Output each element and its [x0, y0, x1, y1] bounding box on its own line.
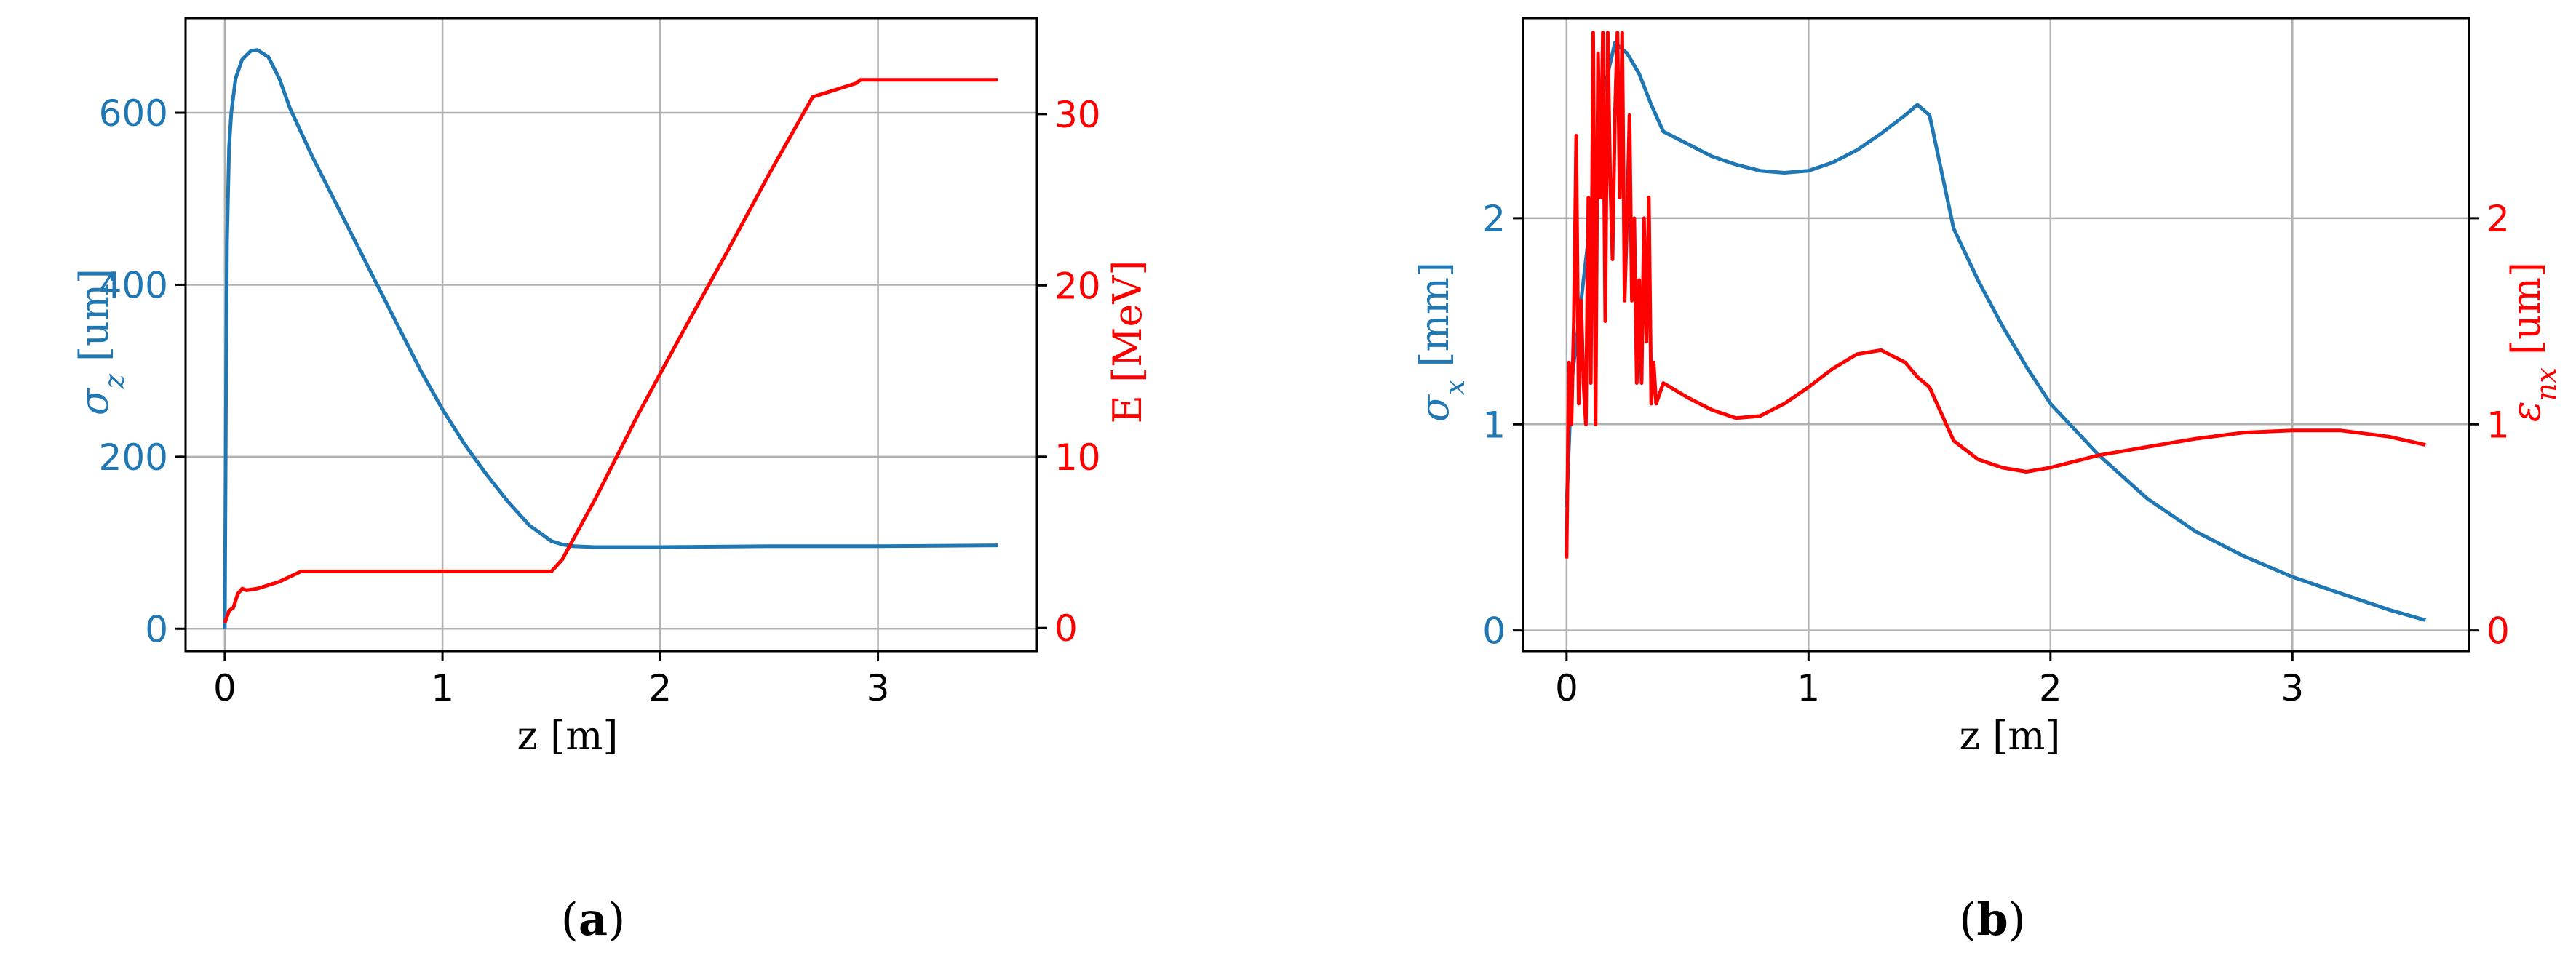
- chart-a-x-tick-label: 0: [213, 667, 236, 709]
- chart-b-x-tick-label: 1: [1797, 667, 1820, 709]
- chart-b-plot-frame: [1522, 17, 2470, 653]
- chart-a-y-axis-label-left: σz [um]: [71, 268, 130, 415]
- chart-b-grid-y: [1523, 217, 2469, 631]
- chart-b-y-ticks-right: 0 1 2: [2469, 198, 2510, 653]
- chart-a-x-tick-label: 3: [867, 667, 890, 709]
- chart-a-x-tick-label: 1: [431, 667, 454, 709]
- chart-a-grid-y: [186, 111, 1037, 630]
- chart-b-x-tick-label: 3: [2281, 667, 2304, 709]
- chart-b-y-tick-label-right: 1: [2486, 404, 2510, 446]
- chart-a-series-energy: [223, 78, 998, 624]
- chart-a-y-tick-label-left: 200: [99, 436, 168, 479]
- chart-b-series-emittance: [1565, 31, 2426, 559]
- chart-a-x-ticks: 0 1 2 3: [213, 651, 890, 709]
- chart-b-x-tick-label: 0: [1555, 667, 1578, 709]
- chart-b-series-sigma-x: [1565, 41, 2426, 622]
- chart-b-y-axis-label-left: σx [mm]: [1412, 262, 1471, 422]
- chart-b-y-tick-label-right: 0: [2486, 610, 2510, 653]
- chart-b-x-axis-label: z [m]: [1960, 713, 2061, 759]
- chart-a: 0 1 2 3 0 200 400 600 0 10 20 30 z [m] σz [um] E …: [71, 17, 1150, 759]
- chart-b-x-ticks: 0 1 2 3: [1555, 651, 2304, 709]
- chart-a-series-sigma-z: [223, 48, 998, 629]
- caption-b: (b): [1959, 893, 2026, 946]
- chart-a-y-tick-label-right: 0: [1054, 607, 1078, 650]
- caption-a: (a): [561, 893, 626, 946]
- chart-a-y-tick-label-left: 600: [99, 92, 168, 135]
- chart-b-y-tick-label-left: 0: [1482, 610, 1506, 653]
- chart-b: 0 1 2 3 0 1 2 0 1 2 z [m] σx [mm] εnx [um]: [1412, 17, 2562, 759]
- chart-a-x-axis-label: z [m]: [517, 713, 619, 759]
- chart-a-y-ticks-left: 0 200 400 600: [99, 92, 186, 650]
- chart-a-x-tick-label: 2: [648, 667, 672, 709]
- chart-b-y-tick-label-left: 1: [1482, 404, 1506, 446]
- chart-b-x-tick-label: 2: [2039, 667, 2062, 709]
- chart-b-y-tick-label-right: 2: [2486, 198, 2510, 240]
- chart-a-y-tick-label-left: 400: [99, 264, 168, 306]
- chart-a-plot-frame: [184, 17, 1038, 653]
- chart-a-y-tick-label-right: 30: [1054, 94, 1101, 136]
- chart-a-y-tick-label-left: 0: [145, 608, 168, 650]
- chart-b-y-ticks-left: 0 1 2: [1482, 198, 1523, 653]
- chart-b-y-tick-label-left: 2: [1482, 198, 1506, 240]
- chart-a-y-tick-label-right: 10: [1054, 436, 1101, 479]
- chart-a-y-ticks-right: 0 10 20 30: [1037, 94, 1101, 650]
- chart-b-y-axis-label-right: εnx [um]: [2503, 262, 2562, 422]
- chart-a-y-axis-label-right: E [MeV]: [1105, 260, 1150, 424]
- chart-a-y-tick-label-right: 20: [1054, 265, 1101, 307]
